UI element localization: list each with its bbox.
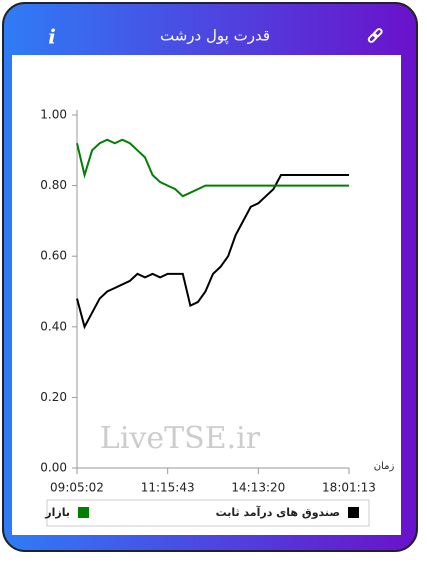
x-tick-label: 18:01:13 bbox=[322, 481, 376, 495]
info-icon[interactable]: i bbox=[48, 25, 56, 49]
y-tick-label: 0.60 bbox=[40, 249, 67, 263]
y-tick-label: 0.20 bbox=[40, 390, 67, 404]
y-tick-label: 0.80 bbox=[40, 178, 67, 192]
legend-swatch bbox=[348, 507, 359, 518]
title: قدرت پول درشت bbox=[160, 27, 270, 46]
x-axis-label: زمان bbox=[374, 461, 395, 472]
x-tick-label: 09:05:02 bbox=[50, 481, 104, 495]
panel bbox=[12, 55, 401, 535]
x-tick-label: 14:13:20 bbox=[231, 481, 285, 495]
legend bbox=[46, 499, 370, 527]
y-tick-label: 0.00 bbox=[40, 461, 67, 475]
legend-label: صندوق های درآمد ثابت bbox=[216, 505, 340, 519]
legend-swatch bbox=[78, 507, 89, 518]
y-tick-label: 0.40 bbox=[40, 319, 67, 333]
series-line bbox=[76, 138, 349, 198]
series-line bbox=[76, 174, 349, 330]
y-tick-label: 1.00 bbox=[40, 108, 67, 122]
link-icon[interactable] bbox=[367, 28, 383, 43]
legend-label: بازار bbox=[44, 506, 70, 519]
watermark: LiveTSE.ir bbox=[100, 421, 261, 456]
x-tick-label: 11:15:43 bbox=[141, 481, 195, 495]
